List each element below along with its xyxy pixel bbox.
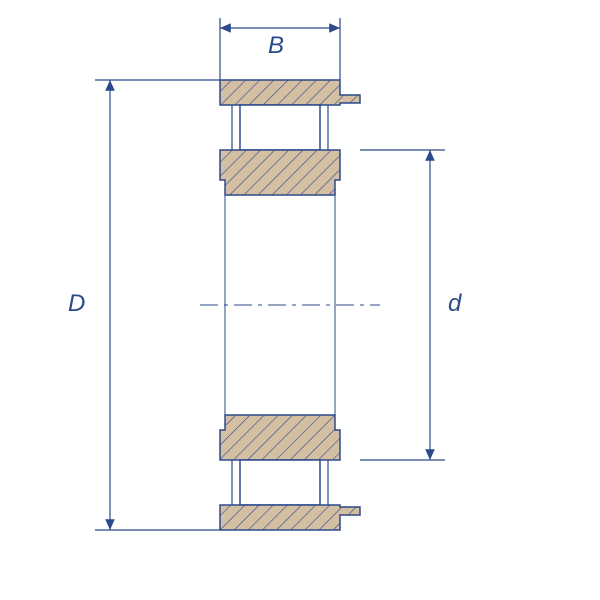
bearing-diagram <box>0 0 600 600</box>
bearing-cross-section-bottom <box>220 415 360 530</box>
bearing-cross-section-top <box>220 80 360 195</box>
label-width: B <box>268 32 284 60</box>
label-outer-diameter: D <box>68 290 85 318</box>
label-inner-diameter: d <box>448 290 461 318</box>
